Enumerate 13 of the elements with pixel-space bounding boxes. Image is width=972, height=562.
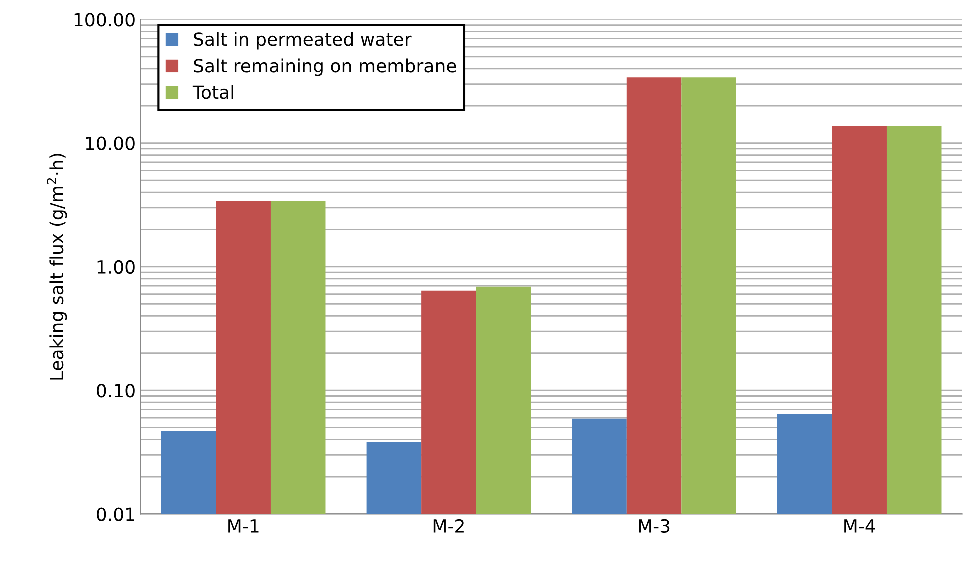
x-tick-label: M-3 (639, 519, 670, 534)
x-tick-label: M-1 (228, 520, 259, 533)
y-tick-label: 0.10 (97, 384, 135, 398)
y-tick-label: 10.00 (86, 136, 135, 150)
y-axis-title: Leaking salt flux (g/m$^{2}$·h) (47, 154, 68, 380)
y-tick-label: 0.01 (97, 508, 134, 522)
legend-label: Total (192, 85, 234, 100)
y-tick-label: 1.00 (98, 260, 135, 274)
y-tick-label: 100.00 (74, 13, 135, 27)
legend-label: Salt remaining on membrane (194, 58, 456, 76)
legend-label: Salt in permeated water (194, 32, 412, 50)
x-tick-label: M-4 (844, 520, 876, 533)
x-tick-label: M-2 (434, 519, 464, 533)
